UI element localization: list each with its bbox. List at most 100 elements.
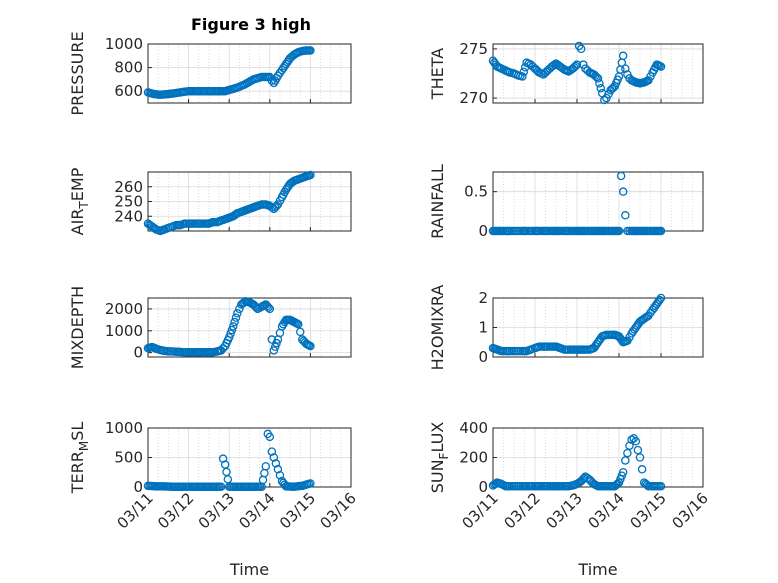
data-point — [233, 309, 242, 318]
data-point — [519, 67, 529, 77]
data-point — [590, 71, 600, 81]
y-tick-label: 0 — [478, 222, 488, 240]
y-axis-label: TERRMSL — [68, 422, 91, 495]
x-tick-label: 03/15 — [276, 489, 319, 532]
y-tick-label: 2 — [478, 289, 488, 307]
y-tick-label: 500 — [114, 449, 143, 467]
data-point — [261, 462, 270, 471]
data-point — [267, 76, 277, 85]
data-point — [621, 211, 630, 220]
axes-frame — [147, 43, 352, 104]
data-point — [518, 72, 527, 81]
y-tick-label: 1000 — [105, 35, 143, 53]
data-point — [621, 456, 630, 465]
y-tick-label: 0 — [478, 478, 488, 496]
axes-frame — [492, 297, 704, 358]
y-axis-label: RAINFALL — [428, 164, 447, 239]
data-point — [656, 293, 666, 303]
data-point — [600, 95, 609, 105]
data-point — [271, 459, 281, 468]
data-point — [571, 61, 580, 71]
x-tick-label: 03/16 — [669, 489, 712, 532]
y-tick-label: 200 — [459, 449, 488, 467]
y-tick-label: 275 — [459, 40, 488, 58]
data-point — [618, 51, 628, 61]
data-point — [572, 60, 582, 69]
data-point — [265, 304, 275, 314]
data-point — [621, 64, 630, 73]
data-point — [623, 448, 632, 458]
data-point — [631, 437, 641, 446]
y-tick-label: 1000 — [105, 419, 143, 437]
y-tick-label: 1000 — [105, 322, 143, 340]
x-axis-label: Time — [229, 560, 269, 579]
data-point — [595, 79, 604, 88]
panel-top-left: 600 800 1000 PRESSURE — [68, 31, 352, 116]
y-tick-label: 1 — [478, 319, 488, 337]
data-point — [306, 46, 315, 55]
y-tick-label: 0 — [133, 478, 143, 496]
data-point — [224, 333, 234, 342]
x-tick-label: 03/12 — [154, 489, 197, 532]
data-point — [306, 170, 315, 180]
y-tick-label: 800 — [114, 59, 143, 77]
y-tick-label: 250 — [114, 193, 143, 211]
data-point — [633, 445, 643, 455]
data-point — [625, 441, 634, 450]
y-tick-label: 260 — [114, 178, 143, 196]
x-tick-label: 03/14 — [585, 489, 628, 532]
y-tick-label: 270 — [459, 89, 488, 107]
data-point — [306, 479, 315, 488]
y-tick-label: 0.5 — [464, 183, 488, 201]
data-point — [614, 226, 624, 236]
x-tick-label: 03/15 — [627, 489, 670, 532]
figure-title: Figure 3 high — [191, 15, 311, 34]
data-point — [635, 453, 645, 462]
y-axis-label: SUNFLUX — [428, 422, 451, 494]
y-tick-label: 0 — [133, 344, 143, 362]
x-tick-label: 03/16 — [317, 489, 360, 532]
data-point — [618, 187, 628, 196]
data-point — [273, 465, 283, 474]
y-axis-label: AIRTEMP — [68, 167, 91, 235]
panel-bottom-right: 0200400SUNFLUX03/1103/1203/1303/1403/150… — [428, 419, 712, 579]
data-point — [230, 317, 239, 327]
y-tick-label: 240 — [114, 207, 143, 225]
y-tick-label: 600 — [114, 82, 143, 100]
panel-second-right: 0 0.5 RAINFALL — [428, 164, 704, 240]
data-point — [540, 68, 550, 78]
data-point — [616, 171, 626, 181]
data-point — [569, 63, 579, 72]
panel-third-left: 0 1000 2000 MIXDEPTH — [68, 286, 352, 369]
y-tick-label: 0 — [478, 348, 488, 366]
data-point — [270, 342, 280, 352]
data-point — [229, 322, 238, 331]
y-axis-label: H2OMIXRA — [428, 285, 447, 371]
data-point — [226, 329, 235, 338]
data-point — [656, 482, 666, 491]
data-point — [613, 479, 622, 489]
panel-top-right: 270 275 THETA — [428, 40, 704, 107]
data-point — [293, 319, 303, 329]
data-point — [596, 84, 606, 93]
data-point — [216, 482, 226, 491]
y-axis-label: MIXDEPTH — [68, 286, 87, 369]
x-tick-label: 03/14 — [235, 489, 278, 532]
data-point — [579, 473, 589, 483]
data-point — [611, 480, 621, 490]
data-point — [306, 341, 315, 351]
axes-frame — [492, 43, 704, 104]
data-point — [269, 453, 279, 462]
data-point — [264, 303, 273, 312]
data-point — [618, 467, 628, 477]
data-point — [550, 60, 559, 69]
panel-bottom-left: 05001000TERRMSL03/1103/1203/1303/1403/15… — [68, 419, 360, 579]
data-point — [656, 226, 666, 236]
data-point — [656, 62, 666, 71]
y-tick-label: 2000 — [105, 300, 143, 318]
data-point — [227, 325, 237, 335]
data-point — [231, 313, 241, 322]
data-point — [275, 470, 285, 480]
x-tick-label: 03/13 — [543, 489, 586, 532]
